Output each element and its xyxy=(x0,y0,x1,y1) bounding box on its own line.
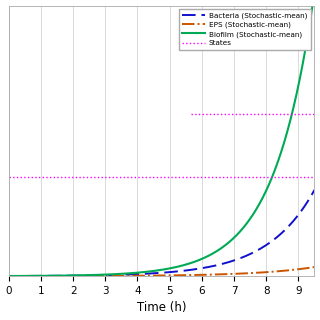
Bacteria (Stochastic-mean) xyxy=(131,272,134,276)
States xyxy=(187,175,191,179)
Line: EPS (Stochastic-mean): EPS (Stochastic-mean) xyxy=(9,267,315,276)
States xyxy=(85,175,89,179)
Bacteria (Stochastic-mean) xyxy=(38,274,42,278)
States xyxy=(7,175,11,179)
Line: Biofilm (Stochastic-mean): Biofilm (Stochastic-mean) xyxy=(9,0,315,276)
States xyxy=(237,175,241,179)
Biofilm (Stochastic-mean) xyxy=(251,213,255,217)
EPS (Stochastic-mean) xyxy=(141,274,145,277)
EPS (Stochastic-mean) xyxy=(7,274,11,278)
EPS (Stochastic-mean) xyxy=(131,274,134,278)
States xyxy=(61,175,65,179)
EPS (Stochastic-mean) xyxy=(251,271,255,275)
Biofilm (Stochastic-mean) xyxy=(7,274,11,278)
X-axis label: Time (h): Time (h) xyxy=(137,301,186,315)
EPS (Stochastic-mean) xyxy=(313,265,316,269)
Bacteria (Stochastic-mean) xyxy=(245,253,249,257)
Bacteria (Stochastic-mean) xyxy=(7,274,11,278)
States xyxy=(211,175,215,179)
Biofilm (Stochastic-mean) xyxy=(245,221,249,225)
Bacteria (Stochastic-mean) xyxy=(141,272,145,276)
Biofilm (Stochastic-mean) xyxy=(131,271,134,275)
Line: Bacteria (Stochastic-mean): Bacteria (Stochastic-mean) xyxy=(9,190,315,276)
States xyxy=(145,175,149,179)
Biofilm (Stochastic-mean) xyxy=(141,270,145,274)
EPS (Stochastic-mean) xyxy=(245,271,249,275)
Bacteria (Stochastic-mean) xyxy=(313,188,316,192)
States xyxy=(313,175,316,179)
Bacteria (Stochastic-mean) xyxy=(251,251,255,255)
Biofilm (Stochastic-mean) xyxy=(217,248,220,252)
EPS (Stochastic-mean) xyxy=(38,274,42,278)
Biofilm (Stochastic-mean) xyxy=(38,274,42,278)
Legend: Bacteria (Stochastic-mean), EPS (Stochastic-mean), Biofilm (Stochastic-mean), St: Bacteria (Stochastic-mean), EPS (Stochas… xyxy=(179,9,311,50)
EPS (Stochastic-mean) xyxy=(217,272,220,276)
Bacteria (Stochastic-mean) xyxy=(217,263,220,267)
